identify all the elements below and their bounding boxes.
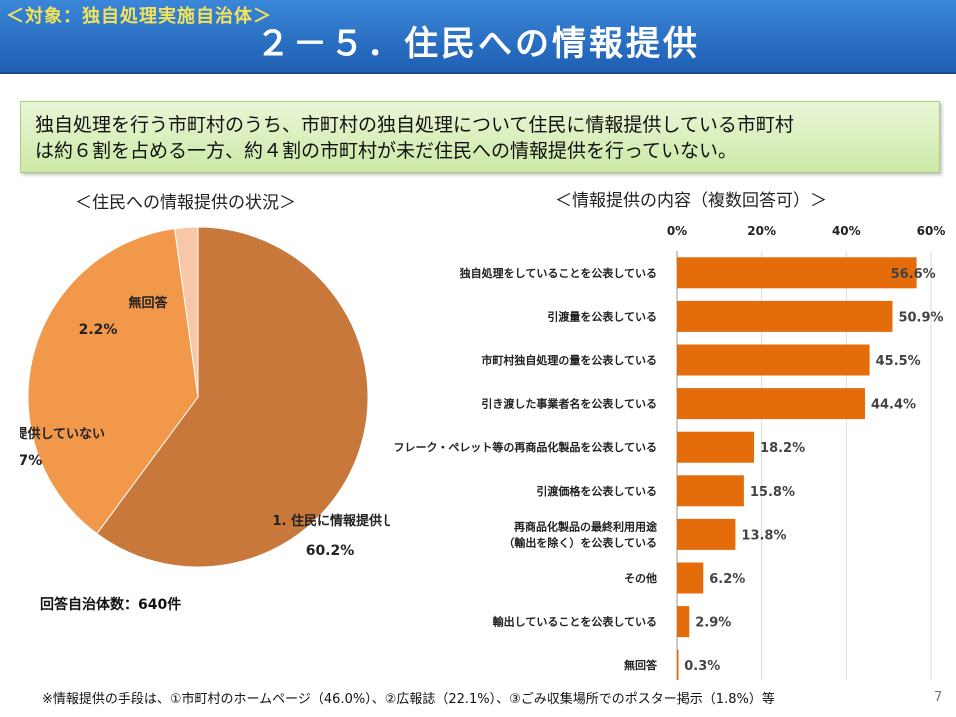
value-label: 2.9% [695,616,731,631]
bar-chart: 0% 20% 40% 60% 独自処理をしていることを公表している 56.6% 引渡量を公表… [394,224,946,680]
category-label: 独自処理をしていることを公表している [459,266,657,280]
bar [677,606,690,638]
x-tick-label: 60% [917,224,946,238]
pie-value-label: 60.2% [306,543,355,559]
pie-chart-title: ＜住民への情報提供の状況＞ [75,193,296,213]
pie-value-label: 2.2% [79,322,118,338]
footnote: ※情報提供の手段は、①市町村のホームページ（46.0%）、②広報誌（22.1%）… [42,692,775,707]
pie-slice-label: 1. 住民に情報提供している [272,513,390,529]
category-label: フレーク・ペレット等の再商品化製品を公表している [394,440,657,454]
category-label: （輸出を除く）を公表している [503,535,657,549]
pie-slice [96,226,369,568]
category-label: 市町村独自処理の量を公表している [481,353,657,367]
summary-line-2: は約６割を占める一方、約４割の市町村が未だ住民への情報提供を行っていない。 [35,140,738,162]
bar-chart-title: ＜情報提供の内容（複数回答可）＞ [555,191,827,211]
category-label: 輸出していることを公表している [493,615,657,629]
x-tick-label: 40% [832,224,861,238]
bar [677,300,893,332]
bar [677,431,755,463]
category-label: 引き渡した事業者名を公表している [481,397,657,411]
value-label: 56.6% [891,267,936,282]
bar [677,649,679,680]
value-label: 50.9% [898,310,943,325]
page-number: 7 [934,690,943,705]
bar [677,388,865,420]
pie-slice [27,228,199,535]
value-label: 44.4% [871,398,916,413]
respondent-count: 回答自治体数：640件 [40,597,182,613]
bar [677,475,744,507]
pie-slice-label: 無回答 [128,295,168,311]
target-label: ＜対象：独自処理実施自治体＞ [6,6,272,27]
category-label: 引渡量を公表している [547,309,657,323]
summary-line-1: 独自処理を行う市町村のうち、市町村の独自処理について住民に情報提供している市町村 [35,114,794,136]
pie-slice [174,226,199,398]
value-label: 0.3% [684,659,720,674]
category-label: 無回答 [624,658,658,672]
bar [677,344,870,376]
value-label: 15.8% [750,485,795,500]
x-tick-label: 0% [667,224,687,238]
category-label: 再商品化製品の最終利用用途 [514,519,658,533]
value-label: 45.5% [876,354,921,369]
category-label: その他 [624,571,657,585]
pie-chart: 1. 住民に情報提供している 60.2% 2. 住民に情報提供していない 37.7% 無… [20,226,390,568]
pie-slice-label: 2. 住民に情報提供していない [20,426,105,442]
value-label: 6.2% [709,572,745,587]
value-label: 13.8% [741,528,786,543]
summary-box: 独自処理を行う市町村のうち、市町村の独自処理について住民に情報提供している市町村… [20,101,940,173]
category-label: 引渡価格を公表している [536,484,657,498]
bar [677,518,736,550]
page-title: ２－５．住民への情報提供 [256,24,700,64]
pie-value-label: 37.7% [20,453,42,469]
x-tick-label: 20% [747,224,776,238]
header-bar: ＜対象：独自処理実施自治体＞ ２－５．住民への情報提供 [0,0,956,74]
bar [677,257,917,289]
value-label: 18.2% [760,441,805,456]
bar [677,562,704,594]
